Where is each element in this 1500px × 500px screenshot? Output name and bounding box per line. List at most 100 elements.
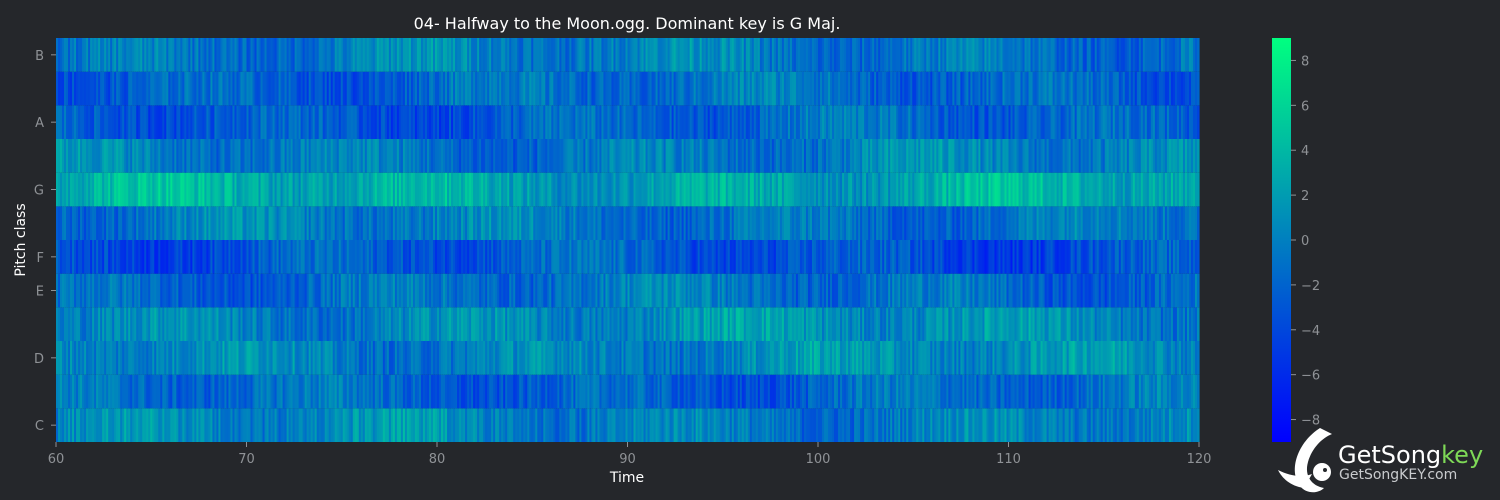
heatmap-cell <box>1014 408 1018 442</box>
heatmap-cell <box>158 341 161 375</box>
heatmap-cell <box>914 139 917 173</box>
heatmap-cell <box>1012 172 1016 207</box>
heatmap-cell <box>144 273 147 308</box>
heatmap-cell <box>348 139 352 173</box>
heatmap-cell <box>543 374 546 409</box>
heatmap-cell <box>1098 206 1102 240</box>
heatmap-cell <box>1026 408 1030 442</box>
heatmap-cell <box>625 240 629 274</box>
heatmap-cell <box>805 139 809 173</box>
heatmap-cell <box>603 273 607 308</box>
heatmap-cell <box>705 408 709 442</box>
heatmap-cell <box>188 273 191 308</box>
heatmap-cell <box>214 408 218 442</box>
heatmap-cell <box>932 307 935 341</box>
heatmap-cell <box>579 139 582 173</box>
heatmap-cell <box>418 408 422 442</box>
heatmap-cell <box>505 240 508 274</box>
heatmap-cell <box>406 273 410 308</box>
heatmap-cell <box>392 408 396 442</box>
heatmap-cell <box>549 307 552 341</box>
heatmap-cell <box>976 341 980 375</box>
heatmap-cell <box>563 341 566 375</box>
heatmap-cell <box>1124 408 1128 442</box>
heatmap-cell <box>946 341 949 375</box>
heatmap-cell <box>306 341 310 375</box>
heatmap-cell <box>1180 240 1184 274</box>
heatmap-cell <box>483 172 486 207</box>
heatmap-cell <box>787 307 791 341</box>
heatmap-cell <box>627 408 631 442</box>
heatmap-cell <box>683 341 687 375</box>
heatmap-cell <box>1162 240 1166 274</box>
heatmap-cell <box>824 273 827 308</box>
heatmap-cell <box>439 408 442 442</box>
heatmap-cell <box>1004 240 1008 274</box>
heatmap-cell <box>599 172 603 207</box>
heatmap-cell <box>910 206 913 240</box>
heatmap-cell <box>809 139 813 173</box>
heatmap-cell <box>605 240 609 274</box>
heatmap-cell <box>206 139 209 173</box>
heatmap-cell <box>1036 408 1040 442</box>
heatmap-cell <box>936 206 939 240</box>
heatmap-cell <box>380 341 384 375</box>
heatmap-cell <box>308 374 312 409</box>
heatmap-cell <box>936 307 939 341</box>
heatmap-cell <box>292 408 296 442</box>
heatmap-cell <box>296 374 300 409</box>
heatmap-cell <box>210 240 214 274</box>
heatmap-cell <box>428 307 432 341</box>
heatmap-cell <box>769 172 773 207</box>
heatmap-cell <box>150 273 153 308</box>
heatmap-cell <box>1094 206 1098 240</box>
heatmap-cell <box>1160 273 1164 308</box>
heatmap-cell <box>707 206 711 240</box>
heatmap-cell <box>475 341 478 375</box>
heatmap-cell <box>72 341 75 375</box>
heatmap-cell <box>336 408 340 442</box>
heatmap-cell <box>184 139 187 173</box>
heatmap-cell <box>1046 307 1050 341</box>
heatmap-cell <box>196 408 199 442</box>
heatmap-cell <box>715 206 719 240</box>
heatmap-cell <box>525 172 528 207</box>
heatmap-cell <box>653 139 657 173</box>
heatmap-cell <box>1180 273 1184 308</box>
heatmap-cell <box>322 408 326 442</box>
heatmap-cell <box>541 139 544 173</box>
heatmap-cell <box>900 206 903 240</box>
heatmap-cell <box>627 139 631 173</box>
heatmap-cell <box>306 408 310 442</box>
heatmap-cell <box>942 172 945 207</box>
heatmap-cell <box>577 408 580 442</box>
heatmap-cell <box>388 341 392 375</box>
heatmap-cell <box>491 240 494 274</box>
heatmap-cell <box>1092 341 1096 375</box>
heatmap-cell <box>298 408 302 442</box>
heatmap-cell <box>278 408 282 442</box>
heatmap-cell <box>888 307 891 341</box>
heatmap-cell <box>230 307 234 341</box>
heatmap-cell <box>1156 206 1160 240</box>
heatmap-cell <box>112 341 115 375</box>
heatmap-cell <box>527 408 530 442</box>
heatmap-cell <box>585 172 588 207</box>
heatmap-cell <box>767 307 771 341</box>
heatmap-cell <box>226 307 230 341</box>
heatmap-cell <box>878 273 881 308</box>
heatmap-cell <box>617 341 621 375</box>
heatmap-cell <box>639 341 643 375</box>
heatmap-cell <box>368 374 372 409</box>
heatmap-cell <box>884 240 887 274</box>
heatmap-cell <box>1130 273 1134 308</box>
heatmap-cell <box>832 307 835 341</box>
heatmap-cell <box>503 273 506 308</box>
heatmap-cell <box>918 307 921 341</box>
heatmap-cell <box>545 172 548 207</box>
heatmap-cell <box>1164 273 1168 308</box>
heatmap-cell <box>154 172 157 207</box>
heatmap-cell <box>854 172 857 207</box>
heatmap-cell <box>114 374 117 409</box>
heatmap-cell <box>898 240 901 274</box>
